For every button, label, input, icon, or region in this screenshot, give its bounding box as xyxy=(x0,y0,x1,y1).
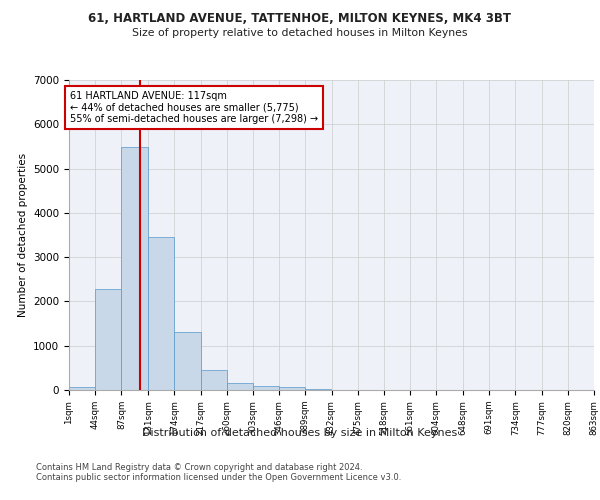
Bar xyxy=(305,388,331,390)
Bar xyxy=(200,370,227,390)
Text: Contains public sector information licensed under the Open Government Licence v3: Contains public sector information licen… xyxy=(36,474,401,482)
Bar xyxy=(121,148,148,390)
Text: Contains HM Land Registry data © Crown copyright and database right 2024.: Contains HM Land Registry data © Crown c… xyxy=(36,464,362,472)
Bar xyxy=(175,332,200,390)
Bar xyxy=(253,386,279,390)
Bar xyxy=(148,237,175,390)
Bar xyxy=(69,386,95,390)
Y-axis label: Number of detached properties: Number of detached properties xyxy=(17,153,28,317)
Text: 61 HARTLAND AVENUE: 117sqm
← 44% of detached houses are smaller (5,775)
55% of s: 61 HARTLAND AVENUE: 117sqm ← 44% of deta… xyxy=(70,91,319,124)
Bar xyxy=(279,388,305,390)
Bar xyxy=(227,383,253,390)
Text: 61, HARTLAND AVENUE, TATTENHOE, MILTON KEYNES, MK4 3BT: 61, HARTLAND AVENUE, TATTENHOE, MILTON K… xyxy=(89,12,511,26)
Text: Distribution of detached houses by size in Milton Keynes: Distribution of detached houses by size … xyxy=(142,428,458,438)
Bar xyxy=(95,289,121,390)
Text: Size of property relative to detached houses in Milton Keynes: Size of property relative to detached ho… xyxy=(132,28,468,38)
